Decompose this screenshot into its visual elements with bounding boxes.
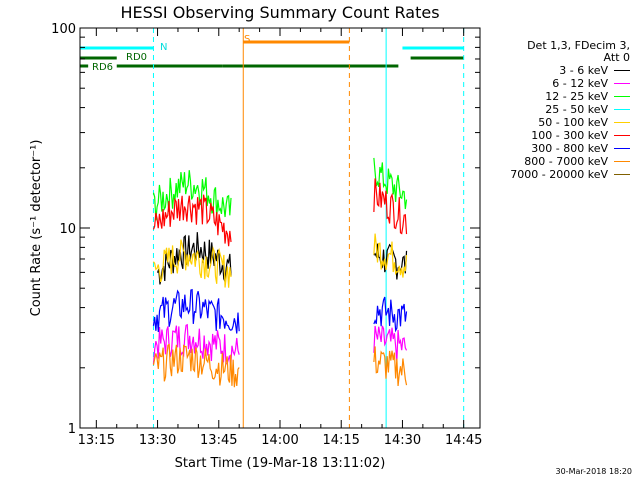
legend-label: 50 - 100 keV [538,116,608,129]
annotation-s: S [244,34,250,45]
legend-entry-50-100-kev: 50 - 100 keV [490,116,630,129]
series-line-12-25-kev [152,170,232,221]
series-line-50-100-kev [152,239,232,288]
series-line-50-100-kev [373,233,408,278]
legend: Det 1,3, FDecim 3, Att 0 3 - 6 keV 6 - 12… [490,40,630,181]
legend-label: 3 - 6 keV [559,64,608,77]
legend-entry-25-50-kev: 25 - 50 keV [490,103,630,116]
x-tick-label: 14:15 [322,433,359,448]
series-line-300-800-kev [152,288,240,334]
legend-entry-300-800-kev: 300 - 800 keV [490,142,630,155]
x-tick-label: 13:30 [139,433,176,448]
legend-swatch [614,122,630,123]
series-line-800-7000-kev [152,343,240,388]
legend-header-line-1: Det 1,3, FDecim 3, [527,39,630,52]
x-tick-label: 14:45 [445,433,482,448]
legend-swatch [614,109,630,110]
legend-entry-3-6-kev: 3 - 6 keV [490,64,630,77]
legend-entries: 3 - 6 keV 6 - 12 keV 12 - 25 keV 25 - 50 ke… [490,64,630,181]
x-tick-label: 14:00 [261,433,298,448]
date-stamp: 30-Mar-2018 18:20 [555,467,633,476]
legend-label: 12 - 25 keV [545,90,608,103]
x-tick-label: 14:30 [384,433,421,448]
annotation-rd0: RD0 [126,52,147,63]
legend-swatch [614,161,630,162]
flag-bars-layer [80,40,464,68]
annotation-rd6: RD6 [92,62,113,73]
series-line-3-6-kev [156,232,232,285]
legend-label: 100 - 300 keV [531,129,608,142]
series-line-800-7000-kev [373,346,408,387]
x-tick-label: 13:45 [200,433,237,448]
legend-entry-100-300-kev: 100 - 300 keV [490,129,630,142]
legend-entry-800-7000-kev: 800 - 7000 keV [490,155,630,168]
series-line-100-300-kev [373,178,408,235]
series-line-300-800-kev [373,296,408,333]
legend-swatch [614,135,630,136]
series-line-6-12-kev [152,323,240,367]
y-tick-label: 100 [51,22,76,37]
axes-layer: 13:15 13:30 13:45 14:00 14:15 14:30 14:45 1 10 10… [51,22,482,448]
y-tick-label: 10 [59,222,76,237]
legend-header-line-2: Att 0 [603,51,630,64]
series-line-6-12-kev [373,325,408,361]
legend-entry-6-12-kev: 6 - 12 keV [490,77,630,90]
legend-entry-7000-20000-kev: 7000 - 20000 keV [490,168,630,181]
legend-swatch [614,96,630,97]
plot-frame [79,27,481,429]
legend-label: 7000 - 20000 keV [510,168,608,181]
legend-swatch [614,83,630,84]
annotation-n: N [160,42,167,53]
series-line-100-300-kev [152,194,232,247]
legend-label: 300 - 800 keV [531,142,608,155]
annotations-layer: N S RD0 RD6 [92,34,250,73]
x-tick-label: 13:15 [78,433,115,448]
legend-label: 6 - 12 keV [552,77,608,90]
legend-entry-12-25-kev: 12 - 25 keV [490,90,630,103]
x-axis-label: Start Time (19-Mar-18 13:11:02) [175,456,386,471]
legend-swatch [614,70,630,71]
legend-swatch [614,148,630,149]
series-layer [152,157,408,388]
legend-swatch [614,174,630,175]
series-line-12-25-kev [373,157,408,210]
legend-label: 800 - 7000 keV [524,155,608,168]
y-tick-label: 1 [68,422,76,437]
y-axis-label: Count Rate (s⁻¹ detector⁻¹) [29,140,44,317]
chart-title: HESSI Observing Summary Count Rates [120,3,439,22]
legend-label: 25 - 50 keV [545,103,608,116]
